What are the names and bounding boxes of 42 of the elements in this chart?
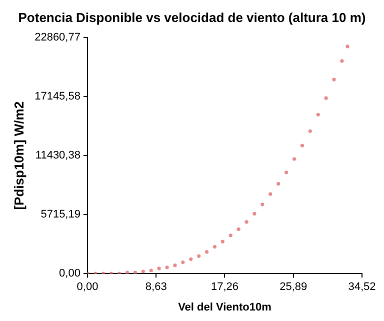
point (220, 240, 224, 244)
x-axis-title: Vel del Viento10m (178, 301, 272, 314)
x-tick-label: 8,63 (145, 281, 167, 294)
y-tick-label: 22860,77 (34, 32, 80, 44)
point (236, 227, 240, 232)
point (284, 170, 288, 174)
point (268, 192, 272, 196)
point (125, 270, 130, 274)
x-tick-label: 25,89 (280, 281, 308, 294)
point (324, 96, 328, 100)
x-tick-label: 17,26 (210, 281, 239, 294)
y-axis-title: [Pdisp10m] W/m2 (11, 101, 26, 210)
point (204, 250, 209, 254)
y-tick-label: 5715,19 (40, 208, 80, 221)
point (157, 266, 161, 270)
point (332, 78, 336, 82)
x-tick-label: 34,52 (348, 281, 376, 294)
point (244, 220, 248, 224)
point (340, 59, 344, 63)
point (181, 260, 185, 264)
point (260, 202, 264, 206)
point (149, 268, 153, 272)
point (189, 257, 193, 261)
point (141, 270, 145, 274)
point (276, 182, 280, 186)
y-tick-label: 0,00 (59, 268, 80, 280)
point (212, 244, 217, 249)
point (316, 112, 320, 116)
point (300, 144, 304, 148)
point (197, 254, 201, 258)
point (252, 212, 256, 216)
point (133, 270, 137, 274)
y-tick-label: 11430,38 (35, 150, 80, 162)
point (165, 266, 169, 270)
point (346, 44, 350, 48)
x-tick-label: 0,00 (76, 281, 98, 294)
point (292, 157, 296, 161)
point (173, 264, 177, 268)
point (228, 234, 232, 238)
chart-title: Potencia Disponible vs velocidad de viento (altura 10 m) (17, 10, 367, 27)
point (308, 129, 312, 133)
y-tick-label: 17145,58 (34, 90, 80, 103)
